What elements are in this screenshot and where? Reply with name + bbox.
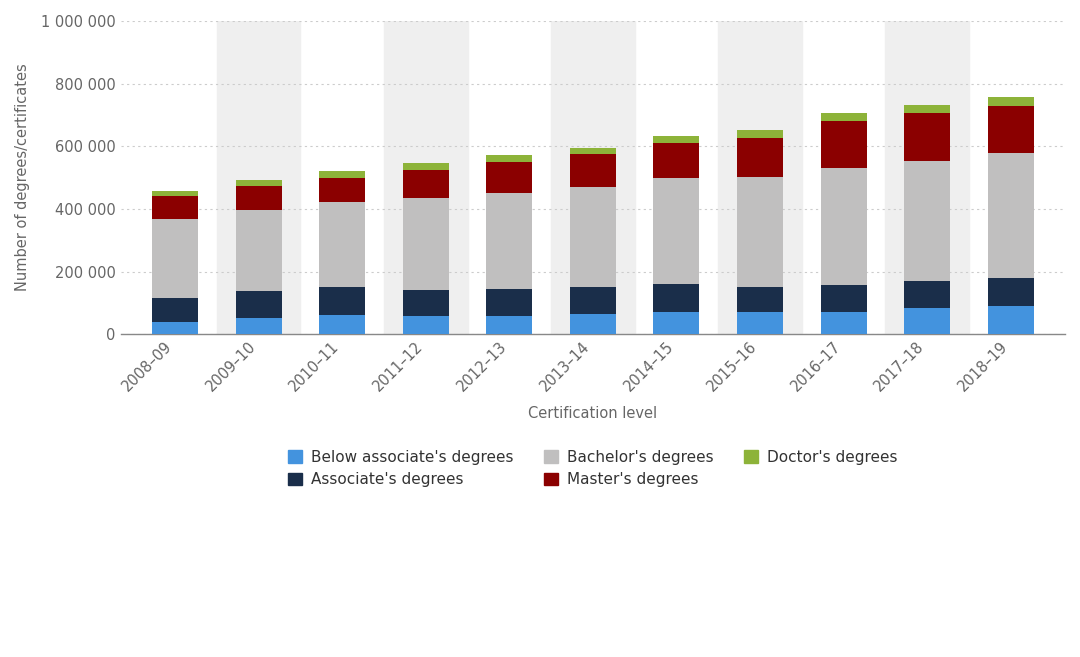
Bar — [403, 290, 448, 316]
X-axis label: Certification level: Certification level — [528, 405, 658, 420]
Bar — [988, 306, 1034, 334]
Bar — [904, 281, 950, 308]
Bar — [988, 97, 1034, 106]
Bar — [384, 21, 468, 334]
Bar — [904, 114, 950, 161]
Bar — [570, 287, 616, 315]
Bar — [737, 138, 783, 177]
Bar — [486, 289, 532, 316]
Bar — [653, 135, 700, 143]
Bar — [217, 21, 300, 334]
Bar — [320, 315, 365, 334]
Bar — [821, 121, 866, 168]
Bar — [235, 180, 282, 186]
Bar — [403, 198, 448, 290]
Bar — [718, 21, 801, 334]
Bar — [737, 287, 783, 311]
Bar — [904, 104, 950, 114]
Bar — [570, 187, 616, 287]
Bar — [821, 113, 866, 121]
Bar — [570, 148, 616, 154]
Bar — [152, 219, 198, 298]
Bar — [821, 311, 866, 334]
Bar — [235, 291, 282, 317]
Bar — [152, 196, 198, 219]
Bar — [235, 210, 282, 291]
Bar — [653, 284, 700, 312]
Bar — [152, 191, 198, 196]
Bar — [653, 143, 700, 178]
Bar — [403, 164, 448, 170]
Bar — [403, 170, 448, 198]
Bar — [988, 153, 1034, 278]
Bar — [988, 278, 1034, 306]
Bar — [821, 168, 866, 285]
Bar — [737, 311, 783, 334]
Bar — [235, 186, 282, 210]
Bar — [320, 202, 365, 287]
Bar — [320, 287, 365, 315]
Bar — [570, 154, 616, 187]
Bar — [486, 162, 532, 193]
Bar — [570, 315, 616, 334]
Bar — [403, 316, 448, 334]
Bar — [886, 21, 969, 334]
Bar — [486, 155, 532, 162]
Bar — [320, 171, 365, 177]
Bar — [737, 177, 783, 287]
Bar — [904, 161, 950, 281]
Bar — [551, 21, 635, 334]
Bar — [988, 106, 1034, 153]
Bar — [152, 322, 198, 334]
Bar — [821, 285, 866, 311]
Bar — [320, 177, 365, 202]
Bar — [235, 317, 282, 334]
Bar — [653, 312, 700, 334]
Bar — [152, 298, 198, 322]
Legend: Below associate's degrees, Associate's degrees, Bachelor's degrees, Master's deg: Below associate's degrees, Associate's d… — [281, 442, 905, 495]
Bar — [737, 130, 783, 138]
Bar — [486, 316, 532, 334]
Bar — [486, 193, 532, 289]
Bar — [653, 178, 700, 284]
Bar — [904, 308, 950, 334]
Y-axis label: Number of degrees/certificates: Number of degrees/certificates — [15, 64, 30, 292]
